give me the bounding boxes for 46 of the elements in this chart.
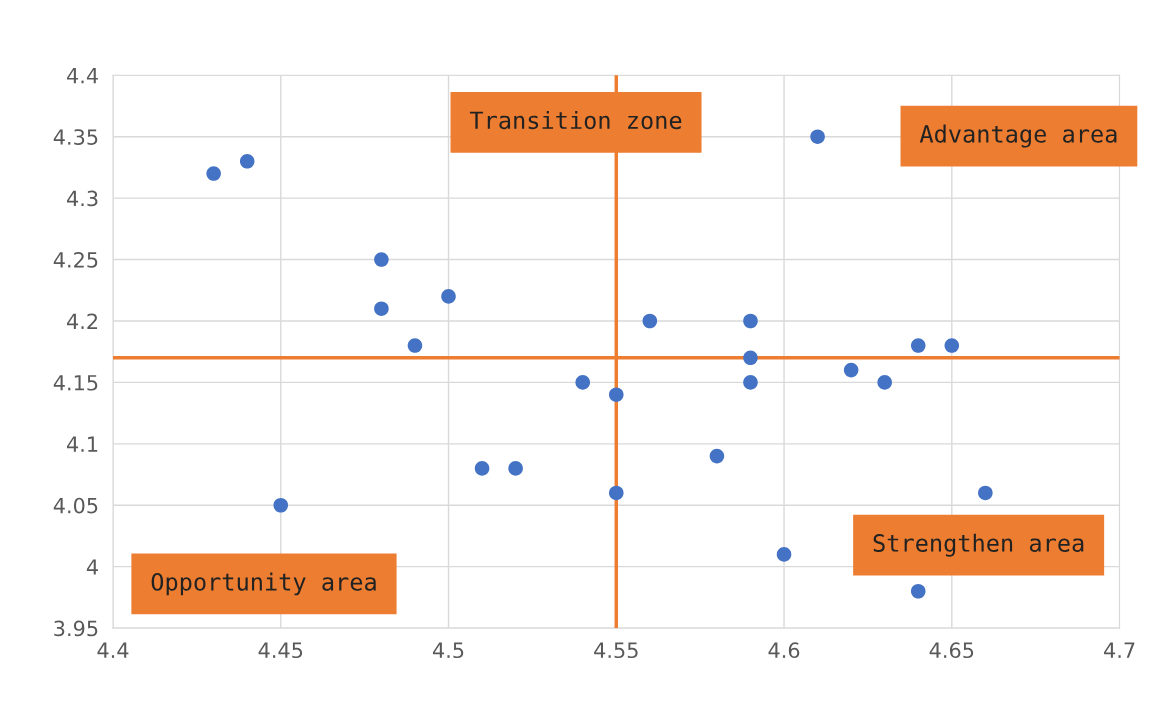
point [776,547,792,562]
x-tick-label: 4.6 [768,642,800,659]
annotation: Strengthen area [873,533,1084,557]
x-tick-label: 4.65 [929,642,974,659]
y-tick-label: 4.2 [66,313,98,329]
point [810,129,825,144]
x-tick-label: 4.55 [594,642,638,659]
point [978,485,993,501]
y-tick-label: 4.1 [66,436,98,452]
point [206,166,221,181]
x-tick-label: 4.7 [1104,642,1135,658]
point [910,338,926,353]
y-tick-label: 4 [86,559,98,575]
annotation: Opportunity area [151,572,376,596]
point [239,153,255,169]
y-tick-label: 4.4 [66,68,98,84]
point [575,375,591,390]
y-tick-label: 4.35 [53,129,98,145]
annotation: Advantage area [919,124,1117,148]
y-tick-label: 4.05 [53,497,98,514]
y-tick-label: 3.95 [54,620,98,637]
y-tick-label: 4.25 [53,252,98,268]
x-tick-label: 4.45 [258,642,303,659]
point [374,301,389,316]
point [374,252,389,267]
y-tick-label: 4.15 [53,375,98,391]
point [441,289,456,304]
point [273,497,289,513]
point [474,461,490,476]
x-tick-label: 4.5 [432,642,464,659]
point [609,485,624,501]
point [743,313,758,329]
y-tick-label: 4.3 [66,190,98,207]
point [843,362,859,378]
point [944,338,960,353]
point [609,387,624,402]
annotation: Transition zone [469,110,682,130]
point [508,461,523,476]
point [910,583,926,599]
point [407,338,423,353]
point [743,350,758,366]
point [642,313,658,329]
point [743,375,758,390]
x-tick-label: 4.4 [97,642,129,658]
point [877,375,892,390]
point [709,448,725,464]
